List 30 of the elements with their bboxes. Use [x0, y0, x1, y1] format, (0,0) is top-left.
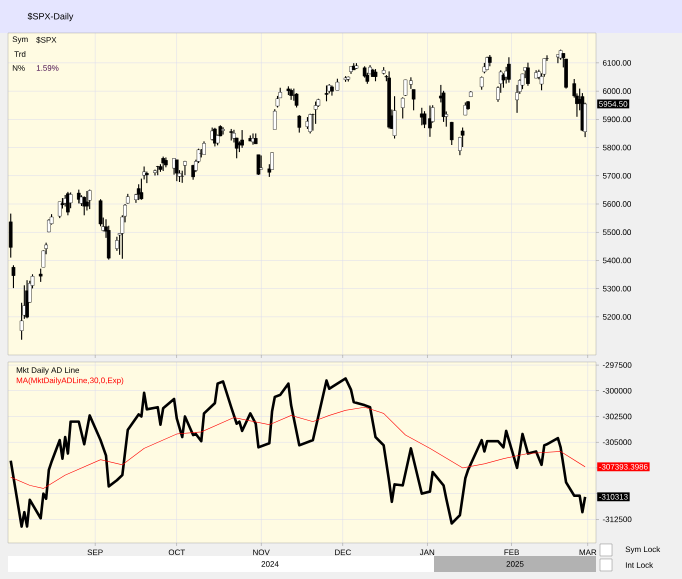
candlestick	[324, 84, 328, 102]
candlestick	[460, 126, 464, 148]
candlestick	[20, 302, 24, 340]
candlestick	[174, 159, 179, 182]
line-series	[9, 377, 586, 528]
candlestick	[485, 56, 489, 71]
candlestick	[256, 154, 260, 176]
candlestick	[276, 95, 280, 108]
candlestick	[272, 108, 277, 130]
candlestick	[308, 113, 312, 134]
candlestick	[58, 201, 62, 219]
candlestick	[254, 132, 258, 144]
candlestick	[412, 88, 416, 111]
candlestick	[297, 114, 302, 134]
candlestick	[85, 190, 89, 212]
candlestick	[488, 54, 492, 67]
candlestick	[12, 264, 16, 289]
candlestick	[400, 96, 405, 120]
candlestick	[161, 156, 166, 172]
candlestick	[450, 121, 454, 146]
candlestick	[374, 68, 378, 82]
candlestick	[115, 236, 119, 252]
candlestick	[464, 102, 468, 116]
line-series	[10, 406, 586, 489]
candlestick	[145, 171, 149, 184]
chart-title: $SPX-Daily	[28, 12, 74, 22]
candlestick	[38, 268, 43, 282]
candlestick	[76, 189, 81, 204]
candlestick	[480, 76, 484, 90]
candlestick	[164, 156, 168, 168]
